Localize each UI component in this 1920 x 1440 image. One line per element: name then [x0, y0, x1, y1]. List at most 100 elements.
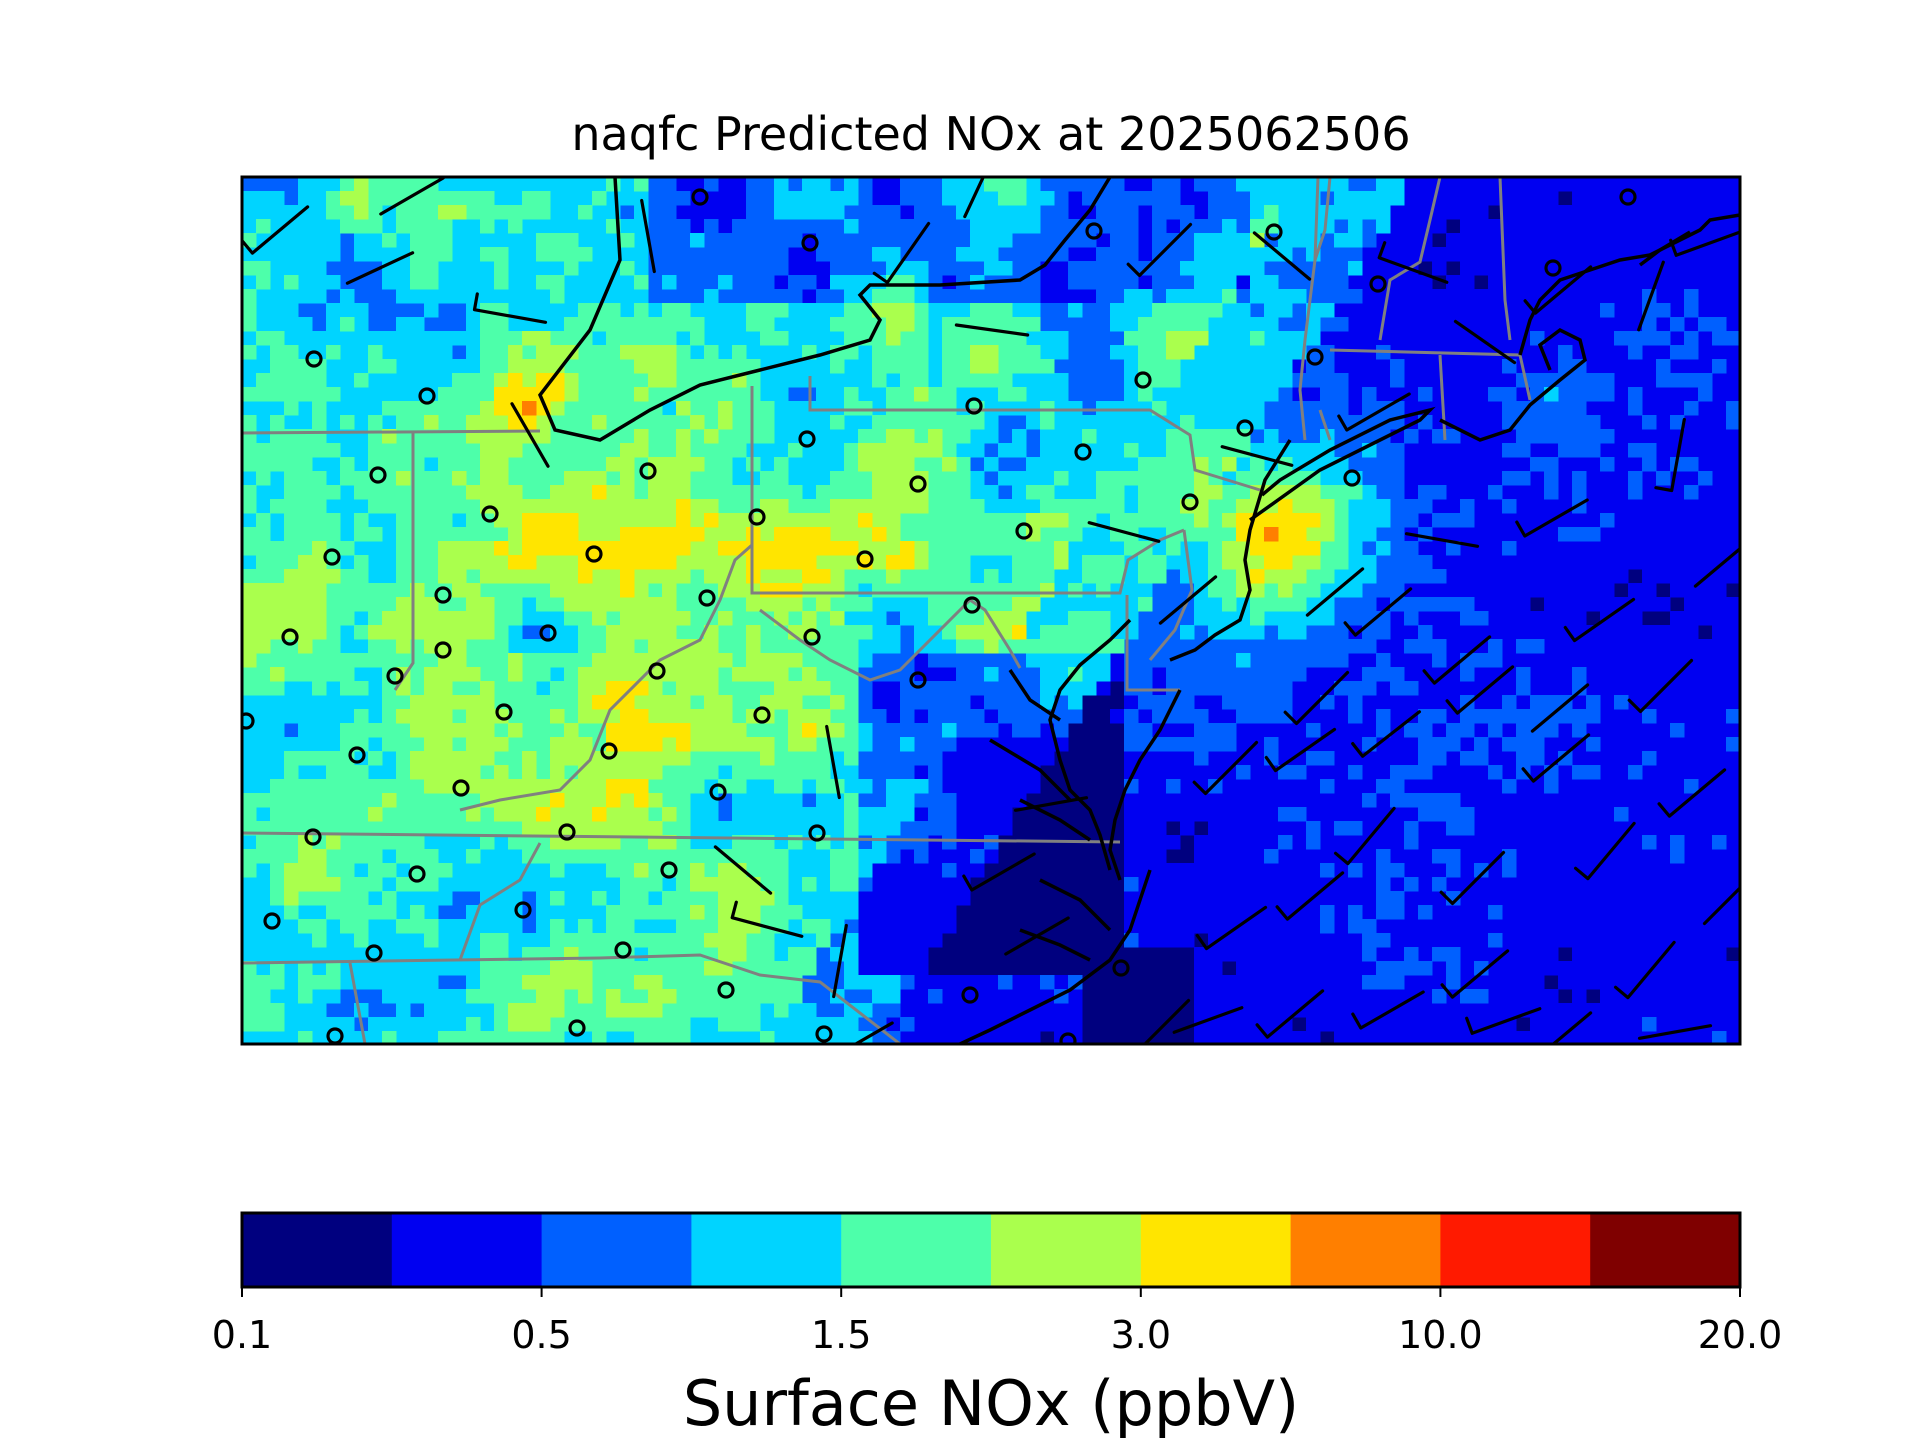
- wind-barb: [1087, 521, 1161, 543]
- wind-barb: [379, 177, 445, 216]
- wind-barb: [1637, 260, 1665, 332]
- wind-barb: [1669, 230, 1740, 257]
- wind-barb: [1445, 665, 1515, 715]
- wind-barb: [1465, 1007, 1542, 1035]
- wind-barb: [1275, 871, 1345, 921]
- colorbar-bin: [1440, 1213, 1591, 1287]
- wind-barb: [1702, 885, 1740, 926]
- wind-barb: [1004, 916, 1070, 956]
- wind-barb: [1627, 658, 1694, 714]
- wind-barb: [1255, 989, 1325, 1039]
- calm-wind-marker: [1181, 493, 1199, 511]
- calm-wind-marker: [1015, 522, 1033, 540]
- colorbar-bins: [242, 1213, 1741, 1287]
- calm-wind-marker: [748, 508, 766, 526]
- calm-wind-marker: [801, 234, 819, 252]
- calm-wind-marker: [304, 828, 322, 846]
- wind-barb: [1013, 796, 1089, 812]
- colorbar-tick-label: 0.5: [511, 1313, 571, 1357]
- calm-wind-marker: [1369, 275, 1387, 293]
- calm-wind-marker: [660, 861, 678, 879]
- wind-barb: [1574, 821, 1636, 881]
- wind-barb: [1550, 1011, 1593, 1044]
- calm-wind-marker: [856, 550, 874, 568]
- wind-barb: [1351, 710, 1421, 758]
- nox-level-region: [242, 177, 1740, 1044]
- wind-barb: [1351, 990, 1425, 1030]
- colorbar: 0.1 0.5 1.5 3.0 10.0 20.0 Surface NOx (ppbV): [212, 1211, 1783, 1440]
- wind-barb: [1220, 445, 1294, 467]
- calm-wind-marker: [434, 641, 452, 659]
- calm-wind-marker: [323, 548, 341, 566]
- calm-wind-marker: [1265, 223, 1283, 241]
- calm-wind-marker: [648, 662, 666, 680]
- colorbar-bin: [1290, 1213, 1441, 1287]
- colorbar-tick-label: 10.0: [1398, 1313, 1483, 1357]
- colorbar-frame: [240, 1211, 1742, 1289]
- wind-barb: [1404, 532, 1480, 548]
- calm-wind-marker: [698, 589, 716, 607]
- colorbar-label: Surface NOx (ppbV): [683, 1367, 1299, 1440]
- calm-wind-marker: [369, 466, 387, 484]
- calm-wind-marker: [909, 475, 927, 493]
- calm-wind-marker: [963, 596, 981, 614]
- colorbar-ticks: 0.1 0.5 1.5 3.0 10.0 20.0: [212, 1287, 1783, 1357]
- wind-barb: [872, 221, 931, 285]
- wind-barb: [472, 292, 548, 324]
- wind-barb: [852, 1021, 894, 1044]
- wind-barb: [1637, 1024, 1713, 1040]
- calm-wind-marker: [798, 430, 816, 448]
- wind-barb: [963, 177, 986, 219]
- wind-barb: [1195, 905, 1268, 951]
- wind-barb: [1264, 727, 1337, 773]
- calm-wind-marker: [348, 746, 366, 764]
- wind-barb: [1172, 1006, 1244, 1034]
- wind-barb: [1440, 949, 1510, 999]
- calm-wind-marker: [1306, 348, 1324, 366]
- wind-barb: [730, 900, 804, 938]
- nox-level-region: [242, 177, 1335, 1032]
- calm-wind-marker: [965, 397, 983, 415]
- wind-barb: [510, 402, 550, 468]
- wind-barb: [713, 845, 773, 895]
- wind-barb: [1523, 265, 1593, 315]
- wind-barb: [954, 323, 1030, 337]
- wind-barb: [1377, 241, 1449, 284]
- coastlines: [537, 177, 1740, 1044]
- calm-wind-marker: [263, 912, 281, 930]
- calm-wind-marker: [305, 350, 323, 368]
- calm-wind-marker: [1059, 1032, 1077, 1044]
- calm-wind-marker: [753, 706, 771, 724]
- calm-wind-marker: [558, 823, 576, 841]
- colorbar-tick-label: 20.0: [1698, 1313, 1783, 1357]
- wind-barb: [1521, 733, 1591, 783]
- wind-barb: [345, 251, 415, 285]
- calm-wind-marker: [539, 624, 557, 642]
- calm-wind-marker: [1134, 371, 1152, 389]
- wind-barb: [1654, 417, 1686, 493]
- wind-barb: [1305, 567, 1365, 617]
- calm-wind-marker: [408, 865, 426, 883]
- calm-wind-marker: [815, 1025, 833, 1043]
- calm-wind-marker: [568, 1019, 586, 1037]
- calm-wind-marker: [434, 586, 452, 604]
- calm-wind-marker: [481, 505, 499, 523]
- calm-wind-marker: [961, 986, 979, 1004]
- wind-barb: [1343, 587, 1413, 637]
- wind-barb: [1657, 768, 1727, 818]
- wind-barb: [1422, 635, 1492, 685]
- plot-title: naqfc Predicted NOx at 2025062506: [571, 107, 1410, 161]
- calm-wind-marker: [365, 944, 383, 962]
- nox-concentration-field: [242, 177, 1740, 1044]
- calm-wind-marker: [585, 545, 603, 563]
- calm-wind-marker: [1074, 443, 1092, 461]
- colorbar-tick-label: 1.5: [811, 1313, 871, 1357]
- wind-barb: [1126, 222, 1193, 278]
- wind-barb: [832, 923, 848, 999]
- wind-barb: [1515, 498, 1589, 538]
- calm-wind-marker: [614, 941, 632, 959]
- wind-barb: [1158, 575, 1218, 625]
- wind-barb: [825, 724, 841, 800]
- calm-wind-marker: [600, 742, 618, 760]
- nox-level-region: [928, 191, 1740, 1044]
